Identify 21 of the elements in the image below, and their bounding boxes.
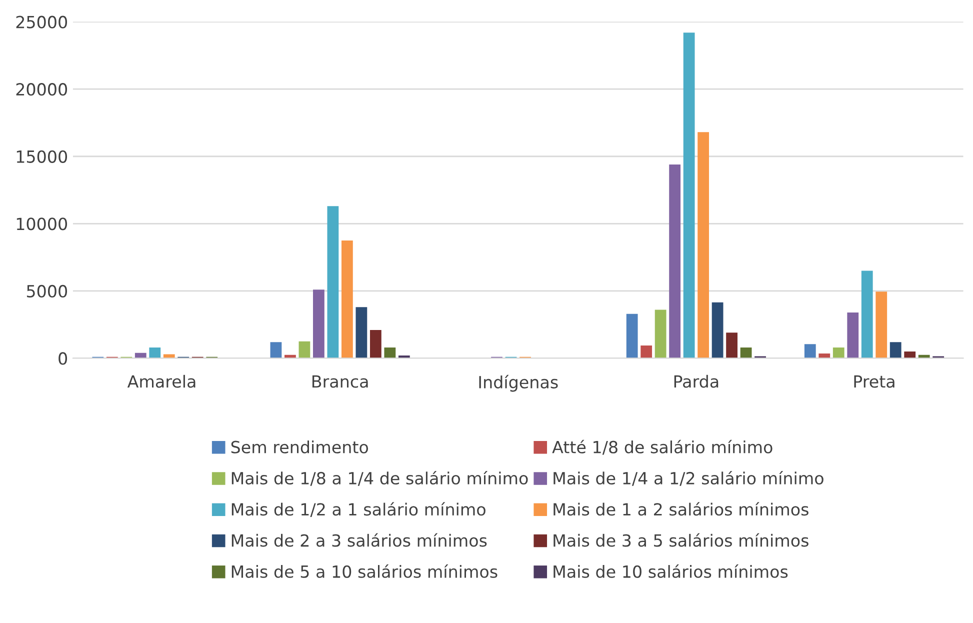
legend-label: Sem rendimento <box>231 440 368 454</box>
legend-label: Atté 1/8 de salário mínimo <box>552 440 772 455</box>
x-tick-label: Parda <box>674 374 718 388</box>
y-tick-label: 15000 <box>16 150 68 163</box>
legend-label: Mais de 10 salários mínimos <box>554 564 788 578</box>
x-tick-label: Amarela <box>127 374 196 388</box>
legend-label: Mais de 2 a 3 salários mínimos <box>232 533 487 547</box>
legend-label: Mais de 5 a 10 salários mínimos <box>232 564 498 578</box>
legend-label: Mais de 1/8 a 1/4 de salário mínimo <box>232 470 528 486</box>
legend-label: Mais de 1/2 a 1 salário mínimo <box>232 502 486 517</box>
y-tick-label: 25000 <box>16 16 68 28</box>
x-tick-label: Preta <box>854 375 894 388</box>
x-tick-label: Branca <box>312 375 368 388</box>
y-tick-label: 10000 <box>16 218 68 230</box>
legend-label: Mais de 1/4 a 1/2 salário mínimo <box>554 470 824 486</box>
x-tick-label: Indígenas <box>479 374 558 392</box>
y-tick-label: 5000 <box>26 284 68 298</box>
y-tick-label: 0 <box>58 352 68 365</box>
y-tick-label: 20000 <box>16 83 68 96</box>
legend-label: Mais de 3 a 5 salários mínimos <box>554 533 808 547</box>
legend-label: Mais de 1 a 2 salários mínimos <box>554 502 808 516</box>
